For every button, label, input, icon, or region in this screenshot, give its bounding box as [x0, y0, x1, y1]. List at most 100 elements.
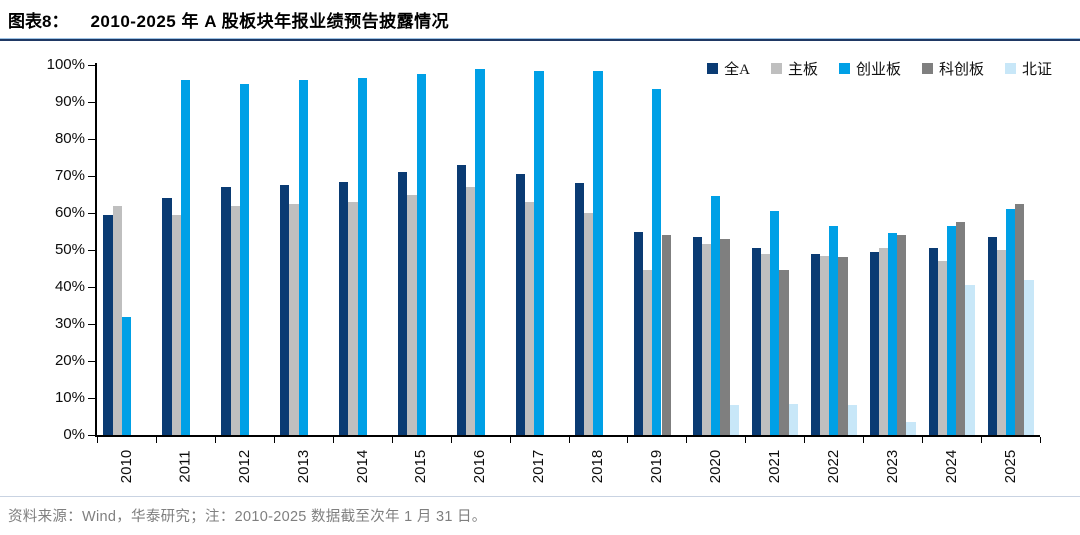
bar — [770, 211, 780, 435]
x-axis-tick — [214, 437, 216, 443]
x-axis-category-label: 2014 — [352, 443, 372, 489]
bar — [289, 203, 299, 435]
x-axis-tick — [686, 437, 688, 443]
y-axis-tick-label: 40% — [54, 278, 85, 295]
bar — [593, 70, 603, 435]
x-axis-tick — [568, 437, 570, 443]
x-axis-category-label: 2010 — [116, 443, 136, 489]
bar — [987, 237, 997, 435]
x-axis-tick — [1040, 437, 1041, 443]
x-axis-tick — [981, 437, 983, 443]
bar — [239, 83, 249, 435]
year-label: 2010 — [117, 449, 135, 483]
bar — [103, 214, 113, 435]
legend-label: 全A — [724, 62, 750, 78]
y-axis — [95, 63, 97, 437]
bar — [171, 214, 181, 435]
bar — [534, 70, 544, 435]
bar — [457, 164, 467, 435]
footer-divider — [0, 496, 1080, 497]
bar — [516, 174, 526, 435]
bar — [407, 194, 417, 435]
legend-label: 创业板 — [855, 62, 901, 78]
y-axis-tick — [88, 361, 95, 362]
y-axis-tick — [88, 102, 95, 103]
bar — [1015, 203, 1025, 435]
figure-number: 图表8： — [8, 12, 69, 31]
source-note: 资料来源：Wind，华泰研究；注：2010-2025 数据截至次年 1 月 31… — [8, 509, 487, 525]
year-label: 2014 — [353, 449, 371, 483]
x-axis-category-label: 2011 — [175, 443, 195, 489]
legend-label: 科创板 — [938, 62, 984, 78]
x-axis-category-label: 2024 — [942, 443, 962, 489]
year-label: 2019 — [648, 449, 666, 483]
figure-title: 2010-2025 年 A 股板块年报业绩预告披露情况 — [90, 12, 450, 31]
bar — [298, 79, 308, 435]
legend-item: 全A — [707, 58, 750, 79]
bar — [928, 248, 938, 435]
x-axis-tick — [450, 437, 452, 443]
bar — [819, 255, 830, 435]
bar — [121, 316, 132, 435]
x-axis-tick — [273, 437, 275, 443]
chart-legend: 全A 主板 创业板 科创板 北证 — [707, 58, 1052, 79]
year-label: 2012 — [235, 449, 253, 483]
bar — [847, 405, 857, 435]
x-axis-category-label: 2015 — [411, 443, 431, 489]
bar — [711, 196, 721, 435]
x-axis-category-label: 2016 — [470, 443, 490, 489]
x-axis-tick — [155, 437, 157, 443]
legend-item: 北证 — [1004, 58, 1052, 79]
bar — [779, 270, 789, 435]
x-axis-category-label: 2022 — [824, 443, 844, 489]
bar — [956, 222, 966, 435]
bar — [661, 235, 671, 435]
bar — [398, 172, 408, 435]
y-axis-tick — [88, 65, 95, 66]
bar — [760, 253, 771, 435]
bar — [888, 233, 898, 435]
x-axis-tick — [97, 437, 98, 443]
legend-swatch-icon — [770, 63, 782, 74]
x-axis-tick — [745, 437, 747, 443]
bar — [906, 422, 916, 435]
bar — [280, 185, 290, 435]
bar — [574, 183, 585, 435]
y-axis-tick-label: 0% — [63, 426, 85, 443]
bar — [221, 187, 231, 435]
bar — [946, 225, 957, 435]
year-label: 2022 — [825, 449, 843, 483]
x-axis-tick — [863, 437, 865, 443]
x-axis-tick — [627, 437, 629, 443]
year-label: 2023 — [884, 449, 902, 483]
bar — [652, 89, 662, 435]
y-axis-tick-label: 70% — [54, 167, 85, 184]
y-axis-tick — [88, 139, 95, 140]
bar — [633, 231, 644, 435]
y-axis-tick-label: 10% — [54, 389, 85, 406]
x-axis-category-label: 2020 — [706, 443, 726, 489]
y-axis-tick-label: 50% — [54, 241, 85, 258]
year-label: 2013 — [294, 449, 312, 483]
bar — [348, 201, 358, 435]
bar — [162, 198, 172, 435]
bar — [965, 285, 975, 435]
legend-swatch-icon — [707, 63, 719, 74]
bar — [584, 213, 594, 435]
legend-swatch-icon — [1004, 63, 1016, 74]
y-axis-tick — [88, 324, 95, 325]
bar — [112, 205, 122, 435]
x-axis-tick — [804, 437, 806, 443]
year-label: 2020 — [707, 449, 725, 483]
year-label: 2024 — [943, 449, 961, 483]
y-axis-tick-label: 100% — [46, 56, 85, 73]
year-label: 2015 — [412, 449, 430, 483]
legend-swatch-icon — [921, 63, 933, 74]
x-axis-tick — [922, 437, 924, 443]
bar — [692, 237, 703, 435]
y-axis-tick — [88, 398, 95, 399]
bar — [230, 205, 240, 435]
year-label: 2011 — [176, 449, 194, 483]
x-axis-tick — [332, 437, 334, 443]
bar — [751, 248, 761, 435]
